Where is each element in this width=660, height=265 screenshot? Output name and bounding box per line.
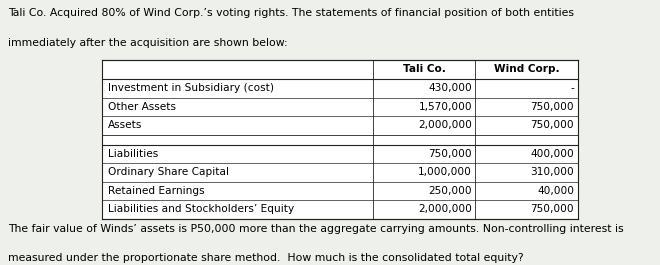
Text: Ordinary Share Capital: Ordinary Share Capital bbox=[108, 167, 228, 177]
Text: Liabilities and Stockholders’ Equity: Liabilities and Stockholders’ Equity bbox=[108, 204, 294, 214]
Text: immediately after the acquisition are shown below:: immediately after the acquisition are sh… bbox=[8, 38, 288, 48]
Text: 1,000,000: 1,000,000 bbox=[418, 167, 472, 177]
Text: Assets: Assets bbox=[108, 120, 142, 130]
Text: Liabilities: Liabilities bbox=[108, 149, 158, 159]
Text: The fair value of Winds’ assets is P50,000 more than the aggregate carrying amou: The fair value of Winds’ assets is P50,0… bbox=[8, 224, 624, 234]
Text: Tali Co. Acquired 80% of Wind Corp.’s voting rights. The statements of financial: Tali Co. Acquired 80% of Wind Corp.’s vo… bbox=[8, 8, 574, 18]
Text: 40,000: 40,000 bbox=[537, 186, 574, 196]
Text: 1,570,000: 1,570,000 bbox=[418, 102, 472, 112]
Text: 2,000,000: 2,000,000 bbox=[418, 204, 472, 214]
Text: Tali Co.: Tali Co. bbox=[403, 64, 446, 74]
Text: 250,000: 250,000 bbox=[428, 186, 472, 196]
Text: -: - bbox=[570, 83, 574, 93]
Text: 750,000: 750,000 bbox=[531, 204, 574, 214]
Text: 750,000: 750,000 bbox=[531, 102, 574, 112]
Text: measured under the proportionate share method.  How much is the consolidated tot: measured under the proportionate share m… bbox=[8, 253, 523, 263]
Text: Investment in Subsidiary (cost): Investment in Subsidiary (cost) bbox=[108, 83, 274, 93]
Text: Other Assets: Other Assets bbox=[108, 102, 176, 112]
Text: 2,000,000: 2,000,000 bbox=[418, 120, 472, 130]
Text: Wind Corp.: Wind Corp. bbox=[494, 64, 559, 74]
Text: 750,000: 750,000 bbox=[531, 120, 574, 130]
Text: 310,000: 310,000 bbox=[531, 167, 574, 177]
Text: Retained Earnings: Retained Earnings bbox=[108, 186, 204, 196]
Text: 400,000: 400,000 bbox=[531, 149, 574, 159]
Text: 750,000: 750,000 bbox=[428, 149, 472, 159]
Text: 430,000: 430,000 bbox=[428, 83, 472, 93]
